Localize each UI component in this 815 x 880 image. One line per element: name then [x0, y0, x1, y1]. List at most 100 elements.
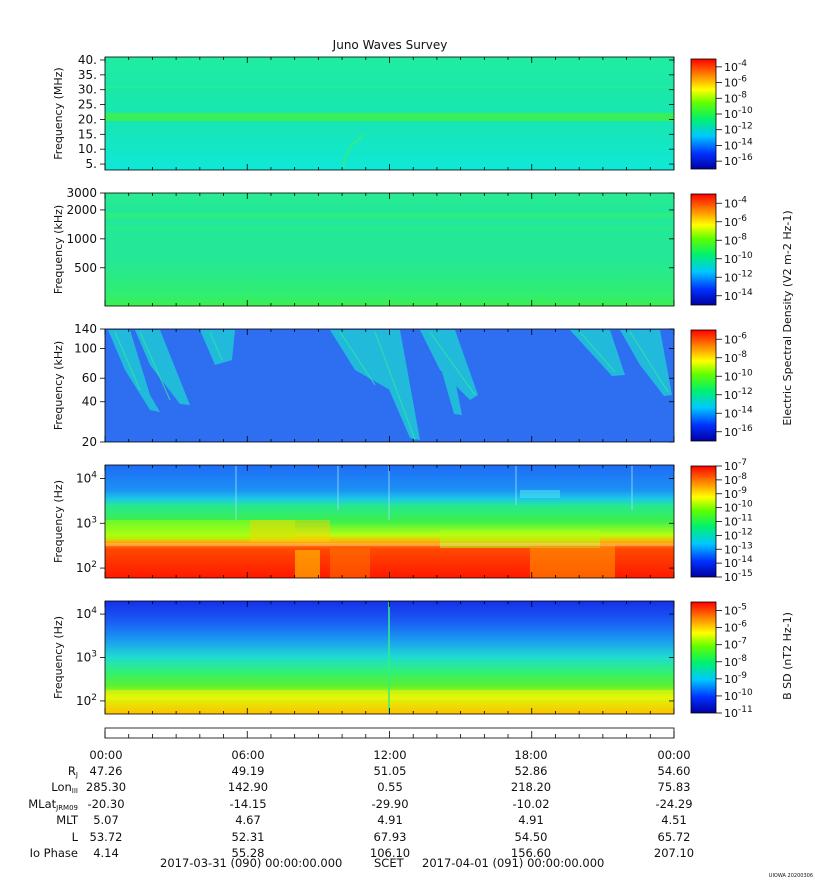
y-tick-label: 25. — [78, 98, 97, 112]
colorbar-lfr-low — [690, 465, 717, 578]
ephemeris-value: 49.19 — [231, 764, 265, 778]
ephemeris-value: 47.26 — [89, 764, 123, 778]
colorbar-tick-label: 10-11 — [724, 705, 753, 720]
ephemeris-value: 142.90 — [227, 780, 269, 795]
y-tick-label: 1000 — [66, 232, 97, 246]
colorbar-tick-label: 10-16 — [724, 153, 753, 168]
ephemeris-value: 4.14 — [93, 846, 119, 860]
colorbar-tick-label: 10-8 — [724, 90, 747, 105]
colorbar-tick-label: 10-9 — [724, 486, 747, 501]
colorbar-label-magnetic: B SD (nT2 Hz-1) — [781, 612, 794, 700]
ephemeris-value: 4.51 — [661, 813, 687, 828]
y-tick-label: 15. — [78, 127, 97, 141]
colorbar-tick-label: 10-12 — [724, 387, 753, 402]
ephemeris-row-label: Io Phase — [29, 846, 78, 860]
colorbar-tick-label: 10-8 — [724, 472, 747, 487]
colorbar-tick-label: 10-12 — [724, 122, 753, 137]
ephemeris-value: 54.60 — [657, 764, 691, 778]
ephemeris-value: -29.90 — [371, 796, 409, 811]
colorbar-tick-label: 10-14 — [724, 555, 753, 570]
y-tick-label: 40 — [82, 395, 97, 409]
y-tick-label: 103 — [76, 515, 97, 530]
colorbar-tick-label: 10-6 — [724, 331, 747, 346]
y-tick-label: 2000 — [66, 203, 97, 217]
y-tick-label: 10. — [78, 142, 97, 156]
ephemeris-value: -14.15 — [229, 796, 267, 811]
colorbar-tick-label: 10-10 — [724, 106, 753, 121]
footer-start: 2017-03-31 (090) 00:00:00.000 — [160, 856, 343, 870]
y-axis-label: Frequency (Hz) — [52, 616, 65, 699]
colorbar-tick-label: 10-6 — [724, 214, 747, 229]
colorbar-tick-label: 10-10 — [724, 688, 753, 703]
ephemeris-value: 0.55 — [377, 780, 403, 795]
ephemeris-value: 4.67 — [235, 813, 261, 828]
stamp: UIOWA 20200306 — [769, 873, 813, 879]
colorbar-label-electric: Electric Spectral Density (V2 m-2 Hz-1) — [781, 210, 794, 425]
panel-hfr-high: 5.10.15.20.25.30.35.40. Frequency (MHz) 10… — [52, 53, 753, 171]
colorbar-tick-label: 10-14 — [724, 288, 753, 303]
y-axis-label: Frequency (kHz) — [52, 341, 65, 430]
y-tick-label: 104 — [76, 470, 97, 485]
colorbar-tick-label: 10-11 — [724, 514, 753, 529]
colorbar-tick-label: 10-7 — [724, 637, 747, 652]
colorbar-tick-label: 10-14 — [724, 137, 753, 152]
ephemeris-value: 285.30 — [85, 780, 127, 795]
y-axis-label: Frequency (MHz) — [52, 67, 65, 159]
ephemeris-value: 53.72 — [89, 829, 123, 844]
colorbar-tick-label: 10-10 — [724, 500, 753, 515]
ephemeris-value: 51.05 — [373, 764, 407, 778]
ephemeris-row-label: RJ — [67, 764, 78, 779]
time-label: 12:00 — [373, 748, 407, 762]
colorbar-tick-label: 10-5 — [724, 603, 747, 618]
y-tick-label: 103 — [76, 650, 97, 665]
colorbar-lfr-high — [690, 329, 717, 442]
ephemeris-value: -20.30 — [87, 796, 125, 811]
y-tick-label: 35. — [78, 68, 97, 82]
footer-end: 2017-04-01 (091) 00:00:00.000 — [422, 856, 605, 870]
colorbar-tick-label: 10-9 — [724, 671, 747, 686]
colorbar-tick-label: 10-13 — [724, 541, 753, 556]
y-tick-label: 500 — [74, 261, 97, 275]
panel-lfr-high: 20 40 60 100 140 Frequency (kHz) 10-6 10-8 10-10… — [52, 322, 753, 449]
colorbar-tick-label: 10-10 — [724, 368, 753, 383]
colorbar-tick-label: 10-4 — [724, 59, 747, 74]
y-tick-label: 40. — [78, 53, 97, 67]
colorbar-tick-label: 10-6 — [724, 75, 747, 90]
y-tick-label: 102 — [76, 560, 97, 575]
time-label: 00:00 — [89, 748, 123, 762]
footer-scet: SCET — [374, 856, 404, 870]
ephemeris-value: 4.91 — [377, 813, 403, 828]
time-label: 18:00 — [514, 748, 548, 762]
time-label: 06:00 — [231, 748, 265, 762]
time-label: 00:00 — [657, 748, 691, 762]
panel-lfr-high-axis: 20 40 60 100 140 Frequency (kHz) 10-6 10-8 10-10… — [52, 322, 753, 449]
y-tick-label: 20 — [82, 435, 97, 449]
y-tick-label: 102 — [76, 693, 97, 708]
colorbar-tick-label: 10-12 — [724, 269, 753, 284]
ephemeris-value: 207.10 — [653, 846, 695, 860]
y-tick-label: 100 — [74, 342, 97, 356]
ephemeris-row-label: L — [71, 829, 78, 844]
plot-title: Juno Waves Survey — [332, 38, 448, 52]
y-tick-label: 140 — [74, 322, 97, 336]
ephemeris-value: -24.29 — [655, 796, 693, 811]
colorbar-tick-label: 10-4 — [724, 195, 747, 210]
colorbar-search-coil — [690, 601, 717, 714]
panel-search-coil: 102 103 104 Frequency (Hz) 10-5 10-6 10-7 10-8 1… — [52, 600, 753, 720]
ephemeris-row-label: LonIII — [51, 780, 78, 796]
panel-hfr-high-axis: 5.10.15.20.25.30.35.40. Frequency (MHz) 10… — [52, 53, 753, 171]
ephemeris-value: 55.28 — [231, 846, 265, 860]
colorbar-tick-label: 10-8 — [724, 232, 747, 247]
y-tick-label: 60 — [82, 371, 97, 385]
y-tick-label: 104 — [76, 606, 97, 621]
panel-lfr-low-axis: 102 103 104 Frequency (Hz) 10-710-810-910-10… — [52, 458, 753, 584]
ephemeris-value: 52.86 — [514, 764, 548, 778]
colorbar-tick-label: 10-15 — [724, 569, 753, 584]
colorbar-hfr-low — [690, 193, 717, 306]
colorbar-tick-label: 10-8 — [724, 350, 747, 365]
colorbar-tick-label: 10-10 — [724, 251, 753, 266]
colorbar-tick-label: 10-14 — [724, 405, 753, 420]
ephemeris-value: 156.60 — [510, 846, 552, 860]
